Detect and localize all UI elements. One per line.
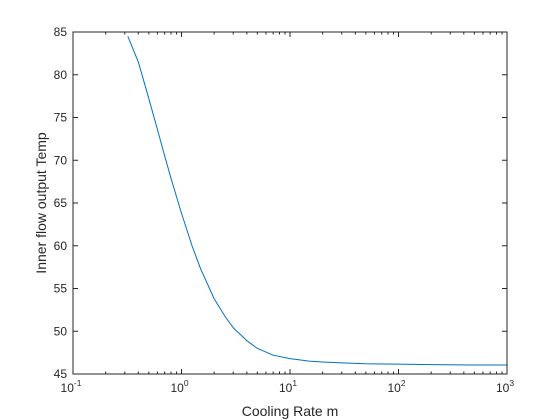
x-tick-label: 100 (170, 378, 188, 395)
x-tick-base: 10 (496, 381, 510, 395)
y-tick-label: 80 (54, 68, 68, 82)
x-tick-exponent: -1 (74, 378, 82, 388)
y-tick-label: 85 (54, 25, 68, 39)
x-axis-label: Cooling Rate m (242, 403, 339, 419)
x-tick-base: 10 (279, 381, 293, 395)
x-tick-label: 102 (387, 378, 405, 395)
x-tick-base: 10 (170, 381, 184, 395)
y-axis-ticks: 45 50 55 60 65 70 75 80 85 (54, 25, 507, 381)
y-tick-label: 55 (54, 282, 68, 296)
x-tick-exponent: 2 (401, 378, 406, 388)
y-tick-label: 60 (54, 239, 68, 253)
plot-area (73, 32, 507, 374)
x-axis-ticks: 10-1 100 101 102 103 (61, 32, 514, 395)
y-tick-label: 65 (54, 196, 68, 210)
x-tick-base: 10 (387, 381, 401, 395)
y-tick-label: 75 (54, 111, 68, 125)
x-tick-label: 103 (496, 378, 514, 395)
series-line-0 (127, 36, 507, 366)
x-tick-label: 101 (279, 378, 297, 395)
x-tick-exponent: 1 (292, 378, 297, 388)
plot-box (72, 31, 508, 375)
x-tick-exponent: 3 (509, 378, 514, 388)
y-axis-label: Inner flow output Temp (33, 132, 49, 274)
y-tick-label: 50 (54, 324, 68, 338)
series-layer (127, 36, 507, 366)
y-tick-label: 70 (54, 153, 68, 167)
x-tick-exponent: 0 (184, 378, 189, 388)
x-tick-label: 10-1 (61, 378, 82, 395)
x-tick-base: 10 (61, 381, 75, 395)
y-tick-label: 45 (54, 367, 68, 381)
